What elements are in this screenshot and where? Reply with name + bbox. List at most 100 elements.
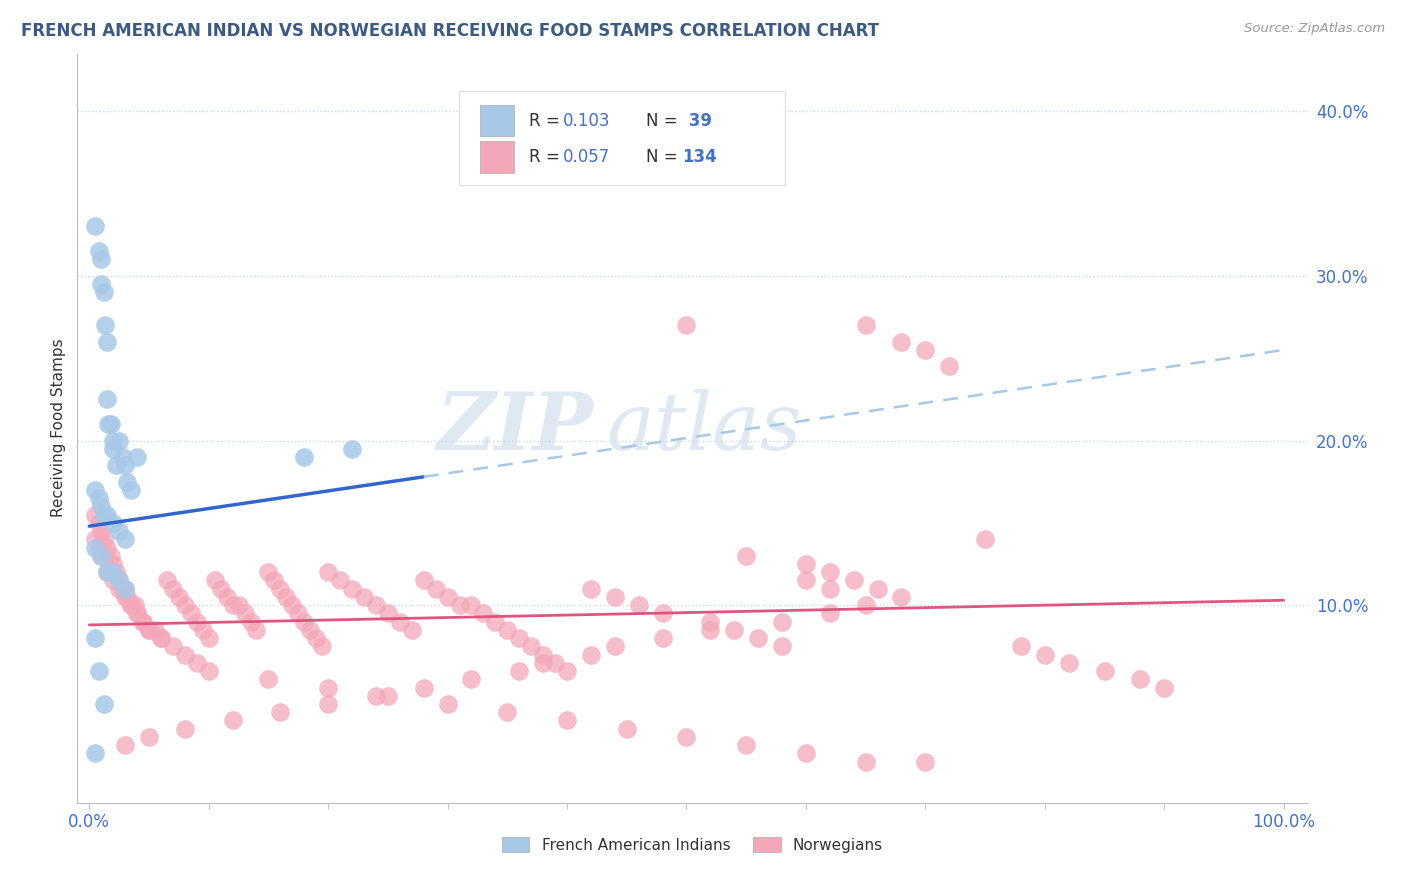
Point: [472, 607, 495, 621]
Point: [84, 219, 107, 234]
Point: [603, 640, 626, 654]
Point: [114, 590, 136, 604]
Point: [197, 664, 219, 678]
Point: [735, 549, 758, 563]
Point: [90, 549, 112, 563]
Point: [316, 697, 339, 711]
Text: N =: N =: [645, 148, 682, 166]
Point: [197, 631, 219, 645]
Point: [87, 244, 110, 259]
Point: [449, 598, 471, 612]
Point: [104, 566, 127, 580]
Point: [974, 533, 997, 547]
Point: [316, 566, 339, 580]
Point: [173, 598, 195, 612]
Point: [496, 623, 519, 637]
Point: [162, 640, 184, 654]
Bar: [479, 105, 515, 136]
Point: [87, 491, 110, 505]
Point: [311, 640, 333, 654]
Point: [364, 689, 387, 703]
Point: [245, 623, 267, 637]
Point: [191, 623, 214, 637]
Point: [87, 664, 110, 678]
Point: [281, 598, 304, 612]
Point: [579, 648, 602, 662]
Point: [651, 607, 673, 621]
Point: [675, 318, 697, 333]
Point: [101, 442, 124, 456]
Point: [316, 681, 339, 695]
Text: 0.103: 0.103: [564, 112, 610, 129]
Point: [723, 623, 745, 637]
Point: [890, 590, 912, 604]
Point: [120, 598, 142, 612]
Point: [114, 738, 136, 752]
Point: [108, 574, 131, 588]
Point: [531, 656, 554, 670]
Point: [100, 549, 122, 563]
Point: [938, 359, 960, 374]
Point: [890, 334, 912, 349]
Point: [233, 607, 256, 621]
Point: [132, 615, 155, 629]
Point: [855, 755, 877, 769]
Point: [842, 574, 865, 588]
Point: [108, 582, 131, 596]
Legend: French American Indians, Norwegians: French American Indians, Norwegians: [496, 830, 889, 859]
Point: [120, 483, 142, 497]
Point: [794, 747, 817, 761]
Point: [770, 615, 793, 629]
Point: [125, 607, 148, 621]
Point: [101, 566, 124, 580]
Point: [377, 689, 399, 703]
Point: [132, 615, 155, 629]
Point: [329, 574, 352, 588]
Point: [818, 582, 841, 596]
Point: [84, 533, 107, 547]
Point: [84, 747, 107, 761]
Point: [108, 524, 131, 538]
Point: [228, 598, 250, 612]
Point: [221, 598, 243, 612]
Point: [699, 615, 721, 629]
Point: [276, 590, 298, 604]
Point: [93, 508, 115, 522]
Point: [138, 730, 160, 744]
Point: [93, 697, 115, 711]
Point: [735, 738, 758, 752]
Text: R =: R =: [529, 112, 565, 129]
Point: [544, 656, 567, 670]
Point: [699, 623, 721, 637]
Point: [90, 549, 112, 563]
Point: [96, 334, 118, 349]
Point: [627, 598, 650, 612]
Point: [292, 450, 315, 464]
Point: [460, 598, 482, 612]
Point: [186, 615, 208, 629]
Point: [149, 631, 172, 645]
Point: [401, 623, 423, 637]
Point: [104, 458, 127, 473]
Point: [156, 574, 179, 588]
Point: [111, 450, 134, 464]
Point: [377, 607, 399, 621]
Point: [299, 623, 322, 637]
Point: [651, 631, 673, 645]
Point: [531, 648, 554, 662]
Point: [100, 417, 122, 431]
Point: [90, 277, 112, 291]
Point: [579, 582, 602, 596]
FancyBboxPatch shape: [458, 91, 785, 185]
Point: [114, 458, 136, 473]
Point: [866, 582, 889, 596]
Point: [125, 607, 148, 621]
Point: [412, 574, 434, 588]
Point: [364, 598, 387, 612]
Point: [855, 598, 877, 612]
Point: [180, 607, 202, 621]
Point: [125, 450, 148, 464]
Y-axis label: Receiving Food Stamps: Receiving Food Stamps: [51, 339, 66, 517]
Point: [269, 705, 291, 719]
Point: [914, 755, 936, 769]
